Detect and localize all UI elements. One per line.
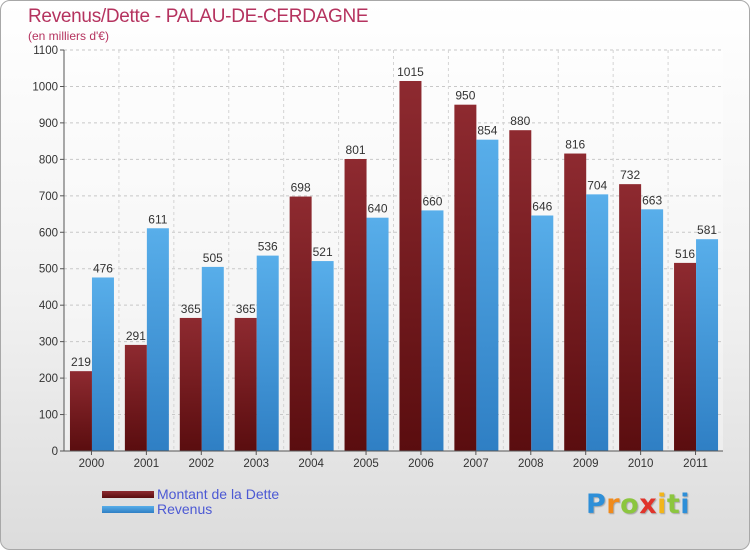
y-tick-label: 800 <box>39 154 58 166</box>
bar-revenus-2001 <box>146 228 169 451</box>
bars-layer <box>69 80 719 452</box>
y-tick-label: 500 <box>39 264 58 276</box>
data-label-revenus-2004: 521 <box>313 245 333 259</box>
bar-debt-2011 <box>674 262 697 451</box>
y-tick-label: 100 <box>39 410 58 422</box>
data-label-debt-2010: 732 <box>620 168 640 182</box>
logo-letter: o <box>620 489 640 520</box>
y-tick-label: 400 <box>39 300 58 312</box>
bar-revenus-2008 <box>531 215 554 451</box>
data-label-debt-2009: 816 <box>565 138 585 152</box>
x-tick-label: 2009 <box>573 458 599 470</box>
bar-debt-2002 <box>179 317 202 451</box>
bar-debt-2004 <box>289 196 312 451</box>
bar-revenus-2006 <box>421 210 444 451</box>
data-label-debt-2011: 516 <box>675 247 695 261</box>
logo-letter: r <box>606 489 621 520</box>
data-label-revenus-2006: 660 <box>422 194 442 208</box>
x-tick-label: 2005 <box>353 458 379 470</box>
x-tick-label: 2011 <box>683 458 708 470</box>
bar-debt-2005 <box>344 158 367 451</box>
data-label-debt-2004: 698 <box>291 181 311 195</box>
chart-subtitle: (en milliers d'€) <box>28 29 109 43</box>
logo-letter: i <box>680 489 691 520</box>
proxiti-logo: Proxiti <box>586 489 690 520</box>
y-tick-label: 0 <box>52 446 58 458</box>
bar-revenus-2007 <box>476 139 499 452</box>
x-tick-label: 2003 <box>243 458 269 470</box>
bar-revenus-2009 <box>586 194 609 452</box>
data-label-revenus-2011: 581 <box>697 223 717 237</box>
y-tick-label: 200 <box>39 373 58 385</box>
logo-letter: x <box>639 489 658 520</box>
data-label-revenus-2003: 536 <box>258 240 278 254</box>
data-label-revenus-2001: 611 <box>148 212 167 226</box>
x-tick-label: 2006 <box>408 458 434 470</box>
bar-revenus-2003 <box>256 255 279 451</box>
bar-revenus-2002 <box>201 266 224 451</box>
data-label-revenus-2007: 854 <box>477 124 497 138</box>
x-tick-label: 2010 <box>628 458 654 470</box>
y-tick-label: 300 <box>39 337 58 349</box>
grid-layer <box>64 49 723 452</box>
logo-letter: i <box>657 489 667 520</box>
bar-debt-2006 <box>399 80 422 452</box>
data-label-revenus-2000: 476 <box>93 261 113 275</box>
bar-debt-2003 <box>234 317 257 451</box>
data-label-debt-2005: 801 <box>346 143 366 157</box>
data-label-debt-2006: 1015 <box>397 65 424 79</box>
logo-letter: P <box>586 489 607 520</box>
data-label-revenus-2009: 704 <box>587 178 607 192</box>
data-label-revenus-2008: 646 <box>532 200 552 214</box>
data-label-debt-2007: 950 <box>455 89 475 103</box>
chart-title: Revenus/Dette - PALAU-DE-CERDAGNE <box>28 6 369 27</box>
y-tick-label: 900 <box>39 118 58 130</box>
legend-swatch-revenus <box>102 506 154 513</box>
data-label-debt-2008: 880 <box>510 114 530 128</box>
bar-revenus-2011 <box>696 239 719 451</box>
legend-label-revenus: Revenus <box>157 501 213 517</box>
bar-revenus-2004 <box>311 261 334 451</box>
x-tick-label: 2008 <box>518 458 544 470</box>
x-tick-label: 2001 <box>134 458 160 470</box>
x-tick-label: 2007 <box>463 458 489 470</box>
legend-label-debt: Montant de la Dette <box>157 486 280 502</box>
data-label-debt-2001: 291 <box>126 329 146 343</box>
logo-letter: t <box>666 489 681 520</box>
data-label-revenus-2002: 505 <box>203 251 223 265</box>
bar-debt-2000 <box>69 371 92 451</box>
y-tick-label: 1100 <box>33 45 58 57</box>
bar-revenus-2005 <box>366 217 389 451</box>
axis-layer: 0 100 200 300 400 500 600 700 800 900 1000 1100 2000… <box>32 45 723 470</box>
y-tick-label: 600 <box>39 227 58 239</box>
bar-revenus-2000 <box>91 277 114 451</box>
legend-swatch-debt <box>102 491 154 498</box>
bar-debt-2007 <box>454 104 477 451</box>
bar-debt-2009 <box>564 153 587 451</box>
y-tick-label: 700 <box>39 191 58 203</box>
labels-layer: 219 476 291 611 365 505 365 536 698 521 801 640 1015… <box>71 65 717 369</box>
x-tick-label: 2002 <box>188 458 214 470</box>
data-label-revenus-2010: 663 <box>642 193 662 207</box>
data-label-debt-2003: 365 <box>236 302 256 316</box>
data-label-debt-2000: 219 <box>71 355 91 369</box>
data-label-revenus-2005: 640 <box>368 202 388 216</box>
bar-debt-2008 <box>509 130 532 451</box>
x-tick-label: 2000 <box>79 458 105 470</box>
bar-debt-2010 <box>619 184 642 452</box>
x-tick-label: 2004 <box>298 458 324 470</box>
y-tick-label: 1000 <box>32 81 58 93</box>
bar-debt-2001 <box>124 344 147 451</box>
data-label-debt-2002: 365 <box>181 302 201 316</box>
bar-revenus-2010 <box>641 209 664 451</box>
